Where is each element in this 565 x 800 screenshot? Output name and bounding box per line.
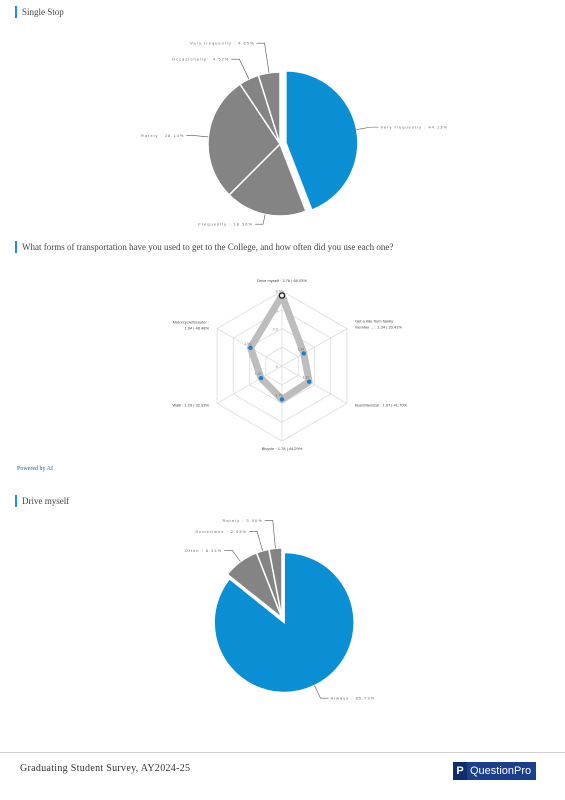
radar-axis-line xyxy=(281,328,348,367)
section-title-drive-myself: Drive myself xyxy=(15,495,69,507)
radar-point-label: 1.29 xyxy=(255,372,262,376)
pie-leader-line xyxy=(231,58,250,80)
pie-leader-line xyxy=(249,531,263,551)
pie-slice-label: Very frequently : 4.85% xyxy=(190,41,254,46)
pie-slice xyxy=(285,70,359,212)
radar-tick-label: 2.0 xyxy=(272,327,278,332)
section-title-single-stop: Single Stop xyxy=(15,6,64,18)
radar-point xyxy=(248,345,253,351)
radar-axis-label: Get a ride from family member ... : 1.34 … xyxy=(355,319,403,330)
pie-slice xyxy=(213,551,355,694)
pie-slice-label: Always : 85.73% xyxy=(331,696,376,701)
pie-slice-label: Rarely : 28.14% xyxy=(141,133,184,138)
pie-slice-label: Sometimes : 2.93% xyxy=(195,529,247,534)
footer-survey-name: Graduating Student Survey, AY2024-25 xyxy=(20,763,191,774)
radar-point xyxy=(279,397,285,402)
radar-axis-line xyxy=(281,365,348,404)
pie-leader-line xyxy=(224,550,241,562)
radar-point-label: 1.94 xyxy=(244,342,251,346)
pie-leader-line xyxy=(264,520,276,549)
section-title-transportation-question: What forms of transportation have you us… xyxy=(15,241,407,253)
questionpro-logo-mark: P xyxy=(453,762,467,780)
radar-axis-label: Bus/Streetcar : 1.67 | 41.70% xyxy=(355,403,408,408)
pie-slice-label: Often : 8.34% xyxy=(185,548,222,553)
pie-slice xyxy=(207,83,281,197)
pie-leader-line xyxy=(356,126,379,130)
radar-tick-label: 0 xyxy=(276,364,279,369)
questionpro-logo-text: QuestionPro xyxy=(470,765,532,777)
radar-axis-label: Drive myself : 3.76 | 69.03% xyxy=(257,278,307,283)
pie-chart-single-stop: Very frequently : 44.13% Frequently : 18.… xyxy=(141,41,448,227)
radar-point-label: 1.34 xyxy=(297,347,304,351)
radar-point-label: 3.76 xyxy=(276,290,283,294)
radar-point-label: 1.67 xyxy=(303,376,310,380)
radar-point xyxy=(301,351,306,356)
radar-point-label: 1.78 xyxy=(276,393,283,397)
radar-point xyxy=(258,375,264,381)
radar-point xyxy=(306,379,312,384)
pie-leader-line xyxy=(255,214,266,225)
pie-leader-line xyxy=(314,685,329,699)
radar-axis-label: Bicycle : 1.78 | 44.29% xyxy=(262,446,303,451)
pie-slice-label: Very frequently : 44.13% xyxy=(380,125,448,130)
powered-by-ai-link[interactable]: Powered by AI xyxy=(17,466,53,472)
pie-chart-drive-myself: Always : 85.73% Often : 8.34% Sometimes : … xyxy=(185,518,376,701)
radar-axis-line xyxy=(216,365,283,404)
pie-leader-line xyxy=(186,135,209,138)
pie-leader-line xyxy=(256,42,270,73)
footer-divider xyxy=(0,752,565,753)
radar-axis-label: Motorcycle/Scooter :1.94 | 48.48% xyxy=(173,320,210,331)
radar-point-highlight xyxy=(278,292,286,299)
radar-axis-label: Walk : 1.29 | 32.33% xyxy=(172,403,209,408)
pie-slice-label: Occasionally : 4.52% xyxy=(172,57,229,62)
questionpro-logo: P QuestionPro xyxy=(453,762,537,780)
pie-slice-label: Rarely : 3.00% xyxy=(223,518,263,523)
pie-slice-label: Frequently : 18.36% xyxy=(198,222,253,227)
